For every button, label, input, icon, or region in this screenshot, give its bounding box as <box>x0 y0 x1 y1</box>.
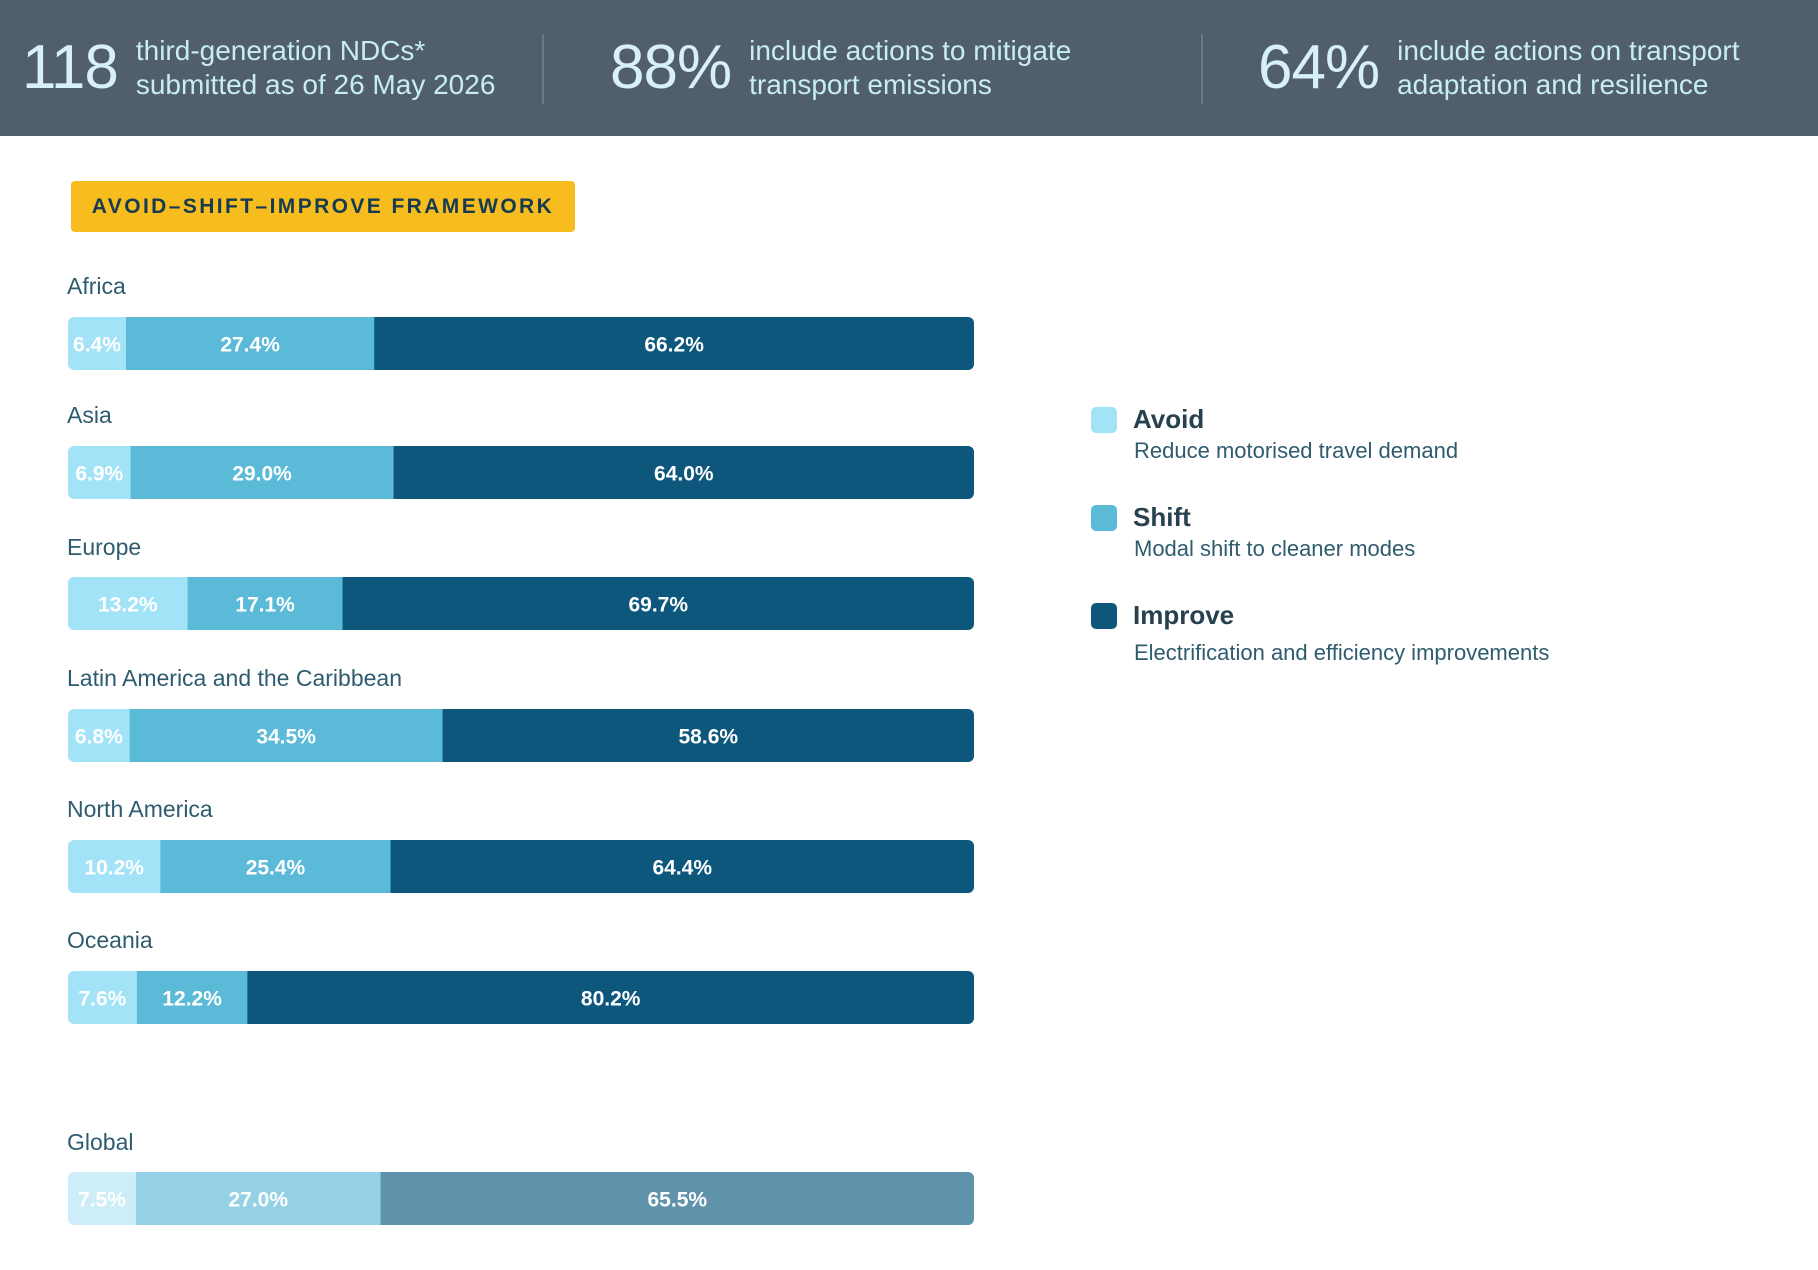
bar-segment-avoid <box>68 1172 137 1225</box>
stats-banner: 118 third-generation NDCs* submitted as … <box>0 0 1818 136</box>
legend-desc: Electrification and efficiency improveme… <box>1134 640 1550 665</box>
legend-swatch <box>1091 603 1117 629</box>
bar-segment-avoid <box>68 446 132 499</box>
stat-mitigation: 88% include actions to mitigate transpor… <box>610 0 1071 136</box>
region-label: Europe <box>67 534 141 560</box>
region-label: Asia <box>67 402 112 428</box>
data-label: 17.1% <box>235 594 295 617</box>
stat-adaptation: 64% include actions on transport adaptat… <box>1258 0 1740 136</box>
legend-desc: Reduce motorised travel demand <box>1134 438 1459 463</box>
data-label: 65.5% <box>648 1189 708 1212</box>
data-label: 27.0% <box>228 1189 288 1212</box>
bar-row <box>68 840 974 893</box>
data-label: 7.6% <box>78 988 126 1011</box>
stat-divider <box>542 34 544 104</box>
legend-swatch <box>1091 505 1117 531</box>
stat-ndcs-submitted: 118 third-generation NDCs* submitted as … <box>22 0 495 136</box>
bar-segment-avoid <box>68 709 131 762</box>
framework-badge: AVOID–SHIFT–IMPROVE FRAMEWORK <box>71 181 575 232</box>
bar-row <box>68 971 974 1024</box>
stat-text: third-generation NDCs* submitted as of 2… <box>135 35 496 100</box>
stat-text: include actions to mitigate transport em… <box>749 35 1072 100</box>
bar-row <box>68 317 974 370</box>
region-label: Oceania <box>67 927 153 953</box>
bar-segment-shift <box>129 709 444 762</box>
data-label: 13.2% <box>98 594 158 617</box>
data-label: 64.4% <box>652 857 712 880</box>
bar-segment-avoid <box>68 317 127 370</box>
bar-segment-improve <box>393 446 974 499</box>
data-label: 66.2% <box>644 334 704 357</box>
bar-segment-shift <box>130 446 395 499</box>
legend-name: Shift <box>1133 502 1191 532</box>
bar-segment-avoid <box>68 840 161 893</box>
data-label: 29.0% <box>232 463 292 486</box>
data-label: 25.4% <box>246 857 306 880</box>
data-label: 27.4% <box>220 334 280 357</box>
data-label: 80.2% <box>581 988 641 1011</box>
region-label: Global <box>67 1129 133 1155</box>
data-label: 12.2% <box>162 988 222 1011</box>
data-label: 34.5% <box>256 726 316 749</box>
data-label: 69.7% <box>628 594 688 617</box>
data-label: 7.5% <box>78 1189 126 1212</box>
legend-desc: Modal shift to cleaner modes <box>1134 536 1416 561</box>
bar-segment-improve <box>442 709 974 762</box>
stat-number: 118 <box>22 33 119 102</box>
bar-segment-shift <box>187 577 344 630</box>
bar-row <box>68 1172 974 1225</box>
data-label: 6.9% <box>75 463 123 486</box>
bar-segment-improve <box>247 971 974 1024</box>
legend-name: Improve <box>1133 600 1235 630</box>
bar-segment-avoid <box>68 971 138 1024</box>
stat-text: include actions on transport adaptation … <box>1397 35 1740 100</box>
region-label: Latin America and the Caribbean <box>67 665 402 691</box>
data-label: 64.0% <box>654 463 714 486</box>
bar-segment-improve <box>390 840 974 893</box>
bar-row <box>68 709 974 762</box>
bar-segment-improve <box>342 577 974 630</box>
region-label: North America <box>67 796 213 822</box>
legend-name: Avoid <box>1133 404 1205 434</box>
bar-segment-improve <box>374 317 974 370</box>
data-label: 6.8% <box>75 726 123 749</box>
stat-number: 64% <box>1258 33 1380 102</box>
stat-number: 88% <box>610 33 732 102</box>
bar-segment-improve <box>380 1172 974 1225</box>
bar-segment-avoid <box>68 577 189 630</box>
bar-segment-shift <box>135 1172 382 1225</box>
bar-row <box>68 446 974 499</box>
data-label: 6.4% <box>73 334 121 357</box>
bar-segment-shift <box>136 971 248 1024</box>
bar-row <box>68 577 974 630</box>
data-label: 58.6% <box>679 726 739 749</box>
bar-segment-shift <box>160 840 392 893</box>
region-label: Africa <box>67 273 126 299</box>
stat-divider <box>1201 34 1203 104</box>
bar-segment-shift <box>125 317 375 370</box>
legend-swatch <box>1091 407 1117 433</box>
data-label: 10.2% <box>84 857 144 880</box>
